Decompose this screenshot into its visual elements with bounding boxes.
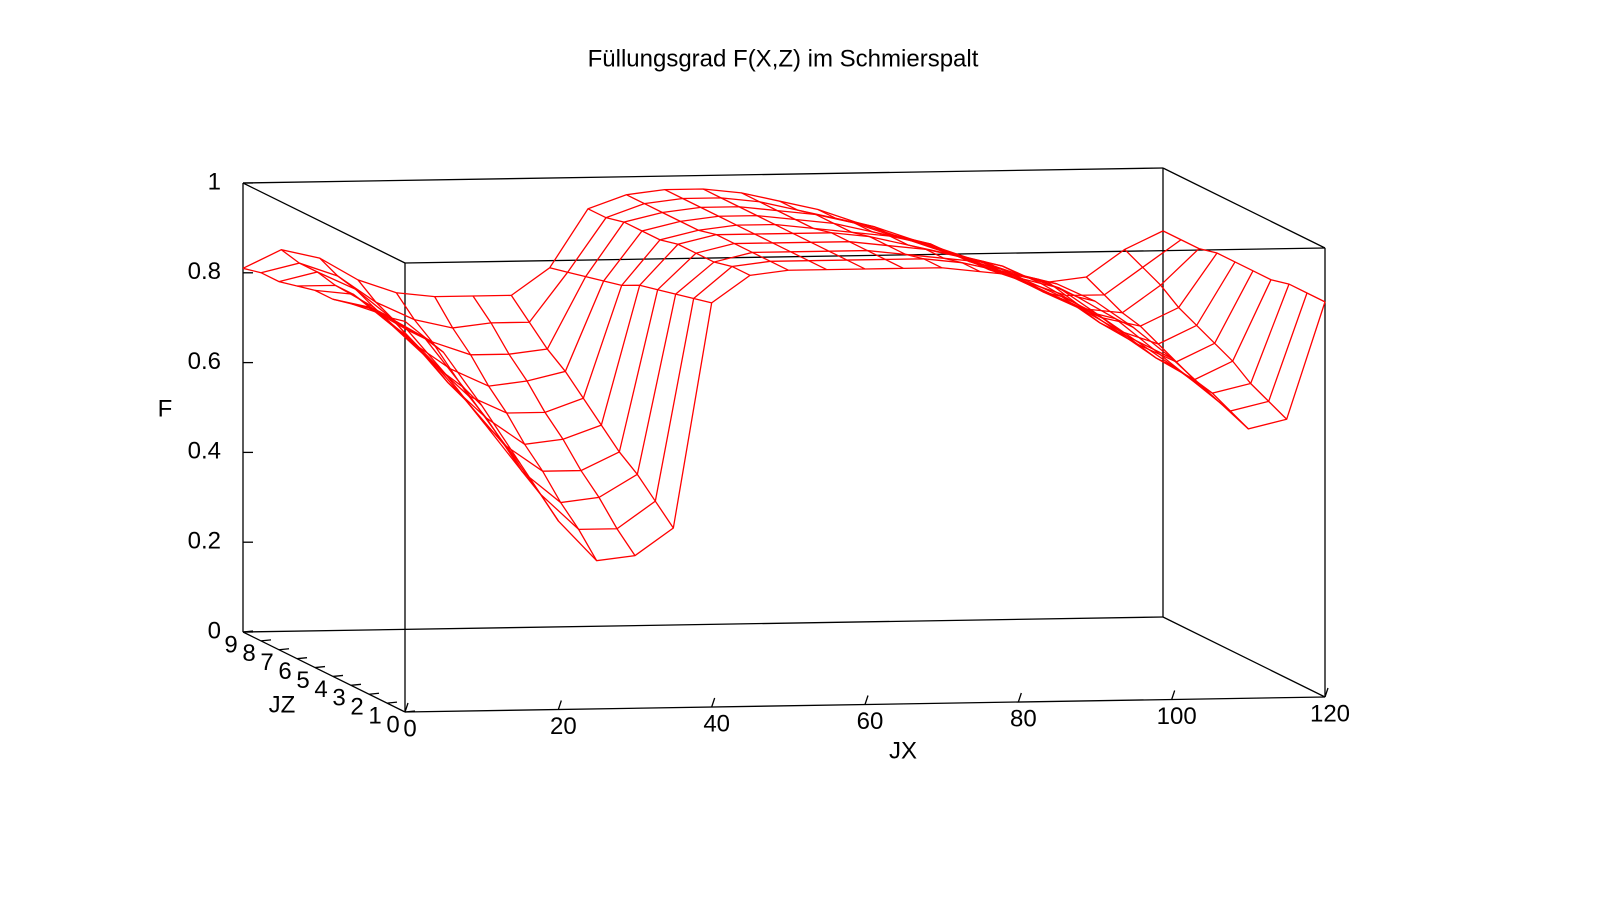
- x-tick: [1017, 692, 1022, 703]
- z-axis-label: F: [158, 395, 173, 422]
- box-edge: [242, 616, 1164, 633]
- surface-column: [664, 189, 827, 271]
- x-tick-label: 40: [703, 710, 730, 737]
- surface-row: [350, 241, 1272, 472]
- surface-column: [626, 194, 789, 271]
- surface-column: [817, 208, 981, 273]
- surface-column: [1162, 230, 1326, 303]
- surface-column: [242, 267, 406, 323]
- y-tick-label: 4: [314, 676, 327, 703]
- surface-column: [587, 208, 751, 276]
- y-axis-label: JZ: [269, 691, 296, 718]
- z-tick-label: 0.6: [188, 348, 221, 375]
- x-tick: [557, 700, 562, 710]
- surface-row: [332, 232, 1254, 446]
- surface-row: [386, 258, 1308, 531]
- x-tick: [1324, 687, 1329, 698]
- box-edge: [242, 182, 406, 264]
- surface-column: [779, 200, 942, 269]
- x-tick: [404, 702, 409, 713]
- y-tick: [404, 710, 416, 713]
- surface-column: [1124, 248, 1288, 420]
- x-tick-label: 20: [550, 713, 577, 740]
- y-tick-label: 3: [332, 685, 345, 712]
- y-tick-label: 2: [350, 694, 363, 721]
- surface-column: [472, 295, 636, 556]
- surface-column: [741, 192, 904, 269]
- z-tick-label: 0: [208, 617, 221, 644]
- surface-column: [319, 257, 483, 406]
- surface-column: [395, 292, 559, 522]
- y-tick: [296, 657, 308, 660]
- x-tick: [1171, 690, 1176, 700]
- surface-column: [894, 234, 1057, 285]
- surface-column: [510, 295, 674, 529]
- x-tick: [864, 695, 869, 705]
- x-tick: [711, 697, 716, 708]
- y-tick: [314, 665, 326, 669]
- surface-column: [434, 296, 598, 562]
- surface-column: [280, 249, 444, 353]
- box-edge: [242, 167, 1164, 184]
- x-tick-label: 80: [1010, 705, 1037, 732]
- x-tick-label: 120: [1310, 700, 1350, 727]
- y-tick-label: 9: [224, 631, 237, 658]
- y-tick: [332, 674, 344, 678]
- z-tick-label: 0.8: [188, 258, 221, 285]
- box-edge: [1162, 616, 1326, 698]
- surface-column: [1047, 281, 1211, 395]
- y-tick-label: 8: [242, 640, 255, 667]
- y-tick: [350, 683, 362, 686]
- surface-row: [368, 249, 1290, 504]
- x-tick-label: 60: [857, 708, 884, 735]
- y-tick-label: 0: [386, 711, 399, 738]
- surface-column: [702, 188, 866, 270]
- surface-column: [1085, 276, 1249, 430]
- y-tick: [278, 648, 290, 651]
- y-tick-label: 6: [278, 658, 291, 685]
- box-edge: [404, 247, 1326, 264]
- y-tick-label: 7: [260, 649, 273, 676]
- box-edge: [1162, 167, 1326, 249]
- surface-column: [1009, 273, 1172, 359]
- y-tick: [260, 639, 272, 642]
- chart-title: Füllungsgrad F(X,Z) im Schmierspalt: [588, 45, 979, 72]
- z-tick-label: 1: [208, 168, 221, 195]
- x-tick-label: 0: [403, 715, 416, 742]
- surface-column: [357, 279, 521, 464]
- y-tick-label: 1: [368, 702, 381, 729]
- y-tick-label: 5: [296, 667, 309, 694]
- y-tick: [386, 701, 398, 704]
- z-tick-label: 0.4: [188, 438, 221, 465]
- surface-column: [549, 267, 712, 304]
- y-tick: [242, 630, 254, 633]
- x-axis-label: JX: [889, 737, 917, 764]
- surface-row: [404, 267, 1326, 562]
- x-tick-label: 100: [1157, 703, 1197, 730]
- box-edge: [242, 631, 406, 713]
- surface-column: [932, 247, 1096, 302]
- y-tick: [368, 692, 380, 695]
- z-tick-label: 0.2: [188, 528, 221, 555]
